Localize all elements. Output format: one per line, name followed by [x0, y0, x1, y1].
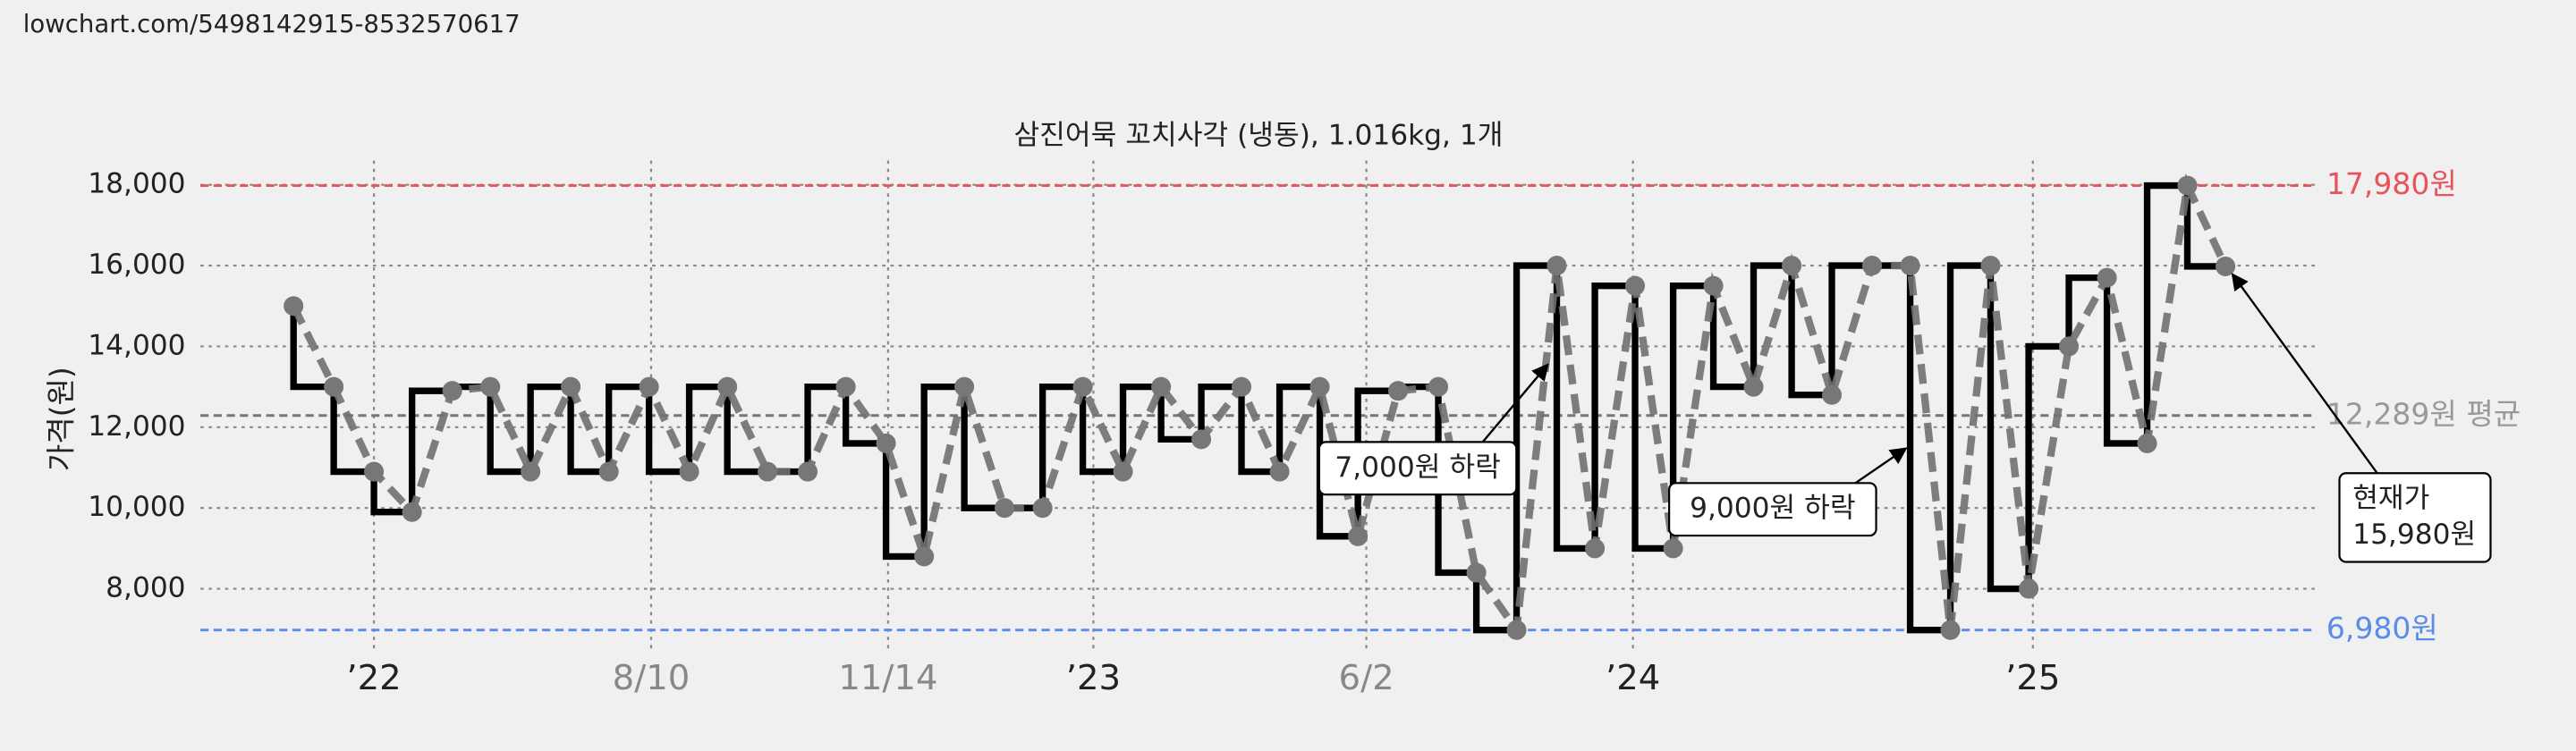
y-tick-label: 12,000 [88, 410, 185, 443]
point [954, 376, 975, 397]
point [480, 376, 501, 397]
point [284, 296, 304, 316]
y-axis-label: 가격(원) [43, 367, 78, 471]
point [1822, 384, 1843, 405]
x-tick-label: ’23 [1066, 658, 1121, 698]
point [835, 376, 856, 397]
point [1428, 376, 1449, 397]
point [1113, 461, 1133, 482]
x-tick-label: ’25 [2005, 658, 2060, 698]
x-tick-label: 8/10 [613, 658, 691, 698]
point [442, 381, 462, 401]
annotation-text: 7,000원 하락 [1335, 451, 1500, 484]
point [521, 461, 541, 482]
point [1743, 376, 1764, 397]
point [717, 376, 738, 397]
reference-label: 12,289원 평균 [2326, 396, 2521, 431]
point [876, 433, 896, 453]
annotation-text: 9,000원 하락 [1690, 493, 1855, 525]
point [1861, 256, 1883, 276]
point [324, 376, 344, 397]
x-tick-label: 11/14 [838, 658, 937, 698]
point [1348, 526, 1368, 546]
point [1072, 376, 1093, 397]
point [561, 376, 581, 397]
annotation-text: 15,980원 [2352, 519, 2476, 551]
annotation-box [2338, 472, 2492, 563]
step-line [290, 181, 2226, 634]
annotation-text: 현재가 [2352, 483, 2429, 515]
x-tick-label: ’24 [1606, 658, 1660, 698]
point [1388, 381, 1409, 401]
point [1585, 538, 1606, 559]
chart-title: 삼진어묵 꼬치사각 (냉동), 1.016kg, 1개 [1013, 120, 1503, 152]
url: lowchart.com/5498142915-8532570617 [23, 10, 521, 38]
dashed-line [290, 173, 2229, 641]
point [1032, 498, 1053, 519]
point [679, 461, 699, 482]
reference-label: 17,980원 [2326, 166, 2457, 201]
annotation-box [1318, 441, 1518, 496]
point [2216, 256, 2236, 276]
point [1940, 620, 1961, 640]
point [758, 461, 778, 482]
x-tick-label: 6/2 [1339, 658, 1394, 698]
point [2019, 578, 2039, 599]
annotation-arrow [1847, 447, 1908, 489]
x-tick-label: ’22 [346, 658, 401, 698]
point [798, 461, 818, 482]
point [1782, 256, 1802, 276]
point [1663, 538, 1683, 559]
point [995, 498, 1015, 519]
point [1703, 275, 1724, 296]
annotation-box [1668, 482, 1877, 537]
annotation-arrow [1478, 363, 1549, 448]
y-tick-label: 10,000 [88, 491, 185, 523]
y-tick-label: 14,000 [88, 329, 185, 361]
point [598, 461, 619, 482]
point [2137, 433, 2157, 453]
point [639, 376, 659, 397]
y-tick-label: 8,000 [106, 572, 185, 604]
point [1506, 620, 1527, 640]
point [1191, 429, 1212, 450]
point [2058, 336, 2080, 357]
point [2177, 175, 2198, 196]
point [1980, 256, 2001, 276]
point [1625, 275, 1646, 296]
y-tick-label: 16,000 [88, 249, 185, 281]
y-tick-label: 18,000 [88, 168, 185, 200]
point [2097, 267, 2117, 288]
point [1231, 376, 1252, 397]
point [914, 546, 935, 567]
point [1151, 376, 1172, 397]
point [1900, 256, 1920, 276]
reference-label: 6,980원 [2326, 611, 2438, 646]
point [364, 461, 385, 482]
point [1269, 461, 1290, 482]
point [1546, 256, 1567, 276]
point [1309, 376, 1330, 397]
point [1466, 562, 1487, 583]
annotation-arrow [2231, 273, 2378, 474]
point [402, 502, 422, 522]
